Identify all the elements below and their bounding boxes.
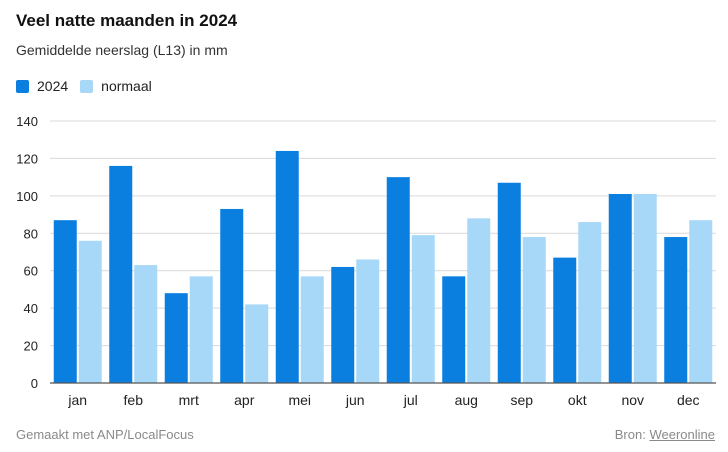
bar-2024-jun [331, 266, 355, 383]
bar-2024-jan [53, 220, 77, 383]
bar-2024-apr [220, 208, 244, 383]
bar-2024-feb [109, 165, 133, 383]
x-tick-label: feb [124, 392, 144, 408]
x-tick-label: apr [234, 392, 255, 408]
legend-label-2024: 2024 [37, 78, 69, 94]
bar-normaal-aug [467, 218, 491, 383]
x-tick-label: dec [677, 392, 700, 408]
bar-2024-aug [442, 276, 466, 383]
bar-2024-dec [664, 237, 688, 383]
bar-2024-jul [386, 177, 410, 383]
legend-item-normaal: normaal [80, 78, 152, 94]
y-tick-label: 120 [16, 151, 38, 166]
footer-source: Bron: Weeronline [615, 427, 715, 442]
legend-label-normaal: normaal [101, 78, 152, 94]
source-link[interactable]: Weeronline [649, 427, 715, 442]
bar-normaal-jul [411, 235, 435, 383]
bar-normaal-mei [300, 276, 324, 383]
bar-normaal-jun [356, 259, 380, 383]
bar-2024-mrt [164, 293, 188, 383]
y-tick-label: 100 [16, 189, 38, 204]
y-tick-label: 140 [16, 114, 38, 129]
x-tick-label: jul [403, 392, 418, 408]
y-tick-label: 40 [24, 301, 38, 316]
bar-normaal-okt [578, 222, 602, 383]
legend: 2024 normaal [16, 78, 164, 94]
y-tick-label: 20 [24, 339, 38, 354]
x-tick-label: mei [288, 392, 311, 408]
bar-normaal-feb [134, 265, 158, 383]
x-tick-label: nov [621, 392, 644, 408]
legend-swatch-2024 [16, 79, 29, 93]
footer-made-with: Gemaakt met ANP/LocalFocus [16, 427, 194, 442]
bar-normaal-jan [78, 240, 102, 383]
x-tick-label: aug [455, 392, 478, 408]
x-tick-label: jan [67, 392, 87, 408]
x-tick-label: mrt [179, 392, 199, 408]
bar-chart: 0 20 40 60 80 100 120 140 jan feb mrt apr mei jun jul a… [16, 114, 716, 408]
bar-normaal-dec [689, 220, 713, 383]
y-tick-label: 60 [24, 264, 38, 279]
chart-subtitle: Gemiddelde neerslag (L13) in mm [16, 42, 228, 58]
bar-2024-mei [275, 150, 299, 383]
bar-2024-sep [497, 182, 521, 383]
legend-item-2024: 2024 [16, 78, 68, 94]
bar-normaal-mrt [189, 276, 213, 383]
y-tick-label: 80 [24, 226, 38, 241]
bar-2024-okt [553, 257, 577, 383]
x-tick-label: jun [345, 392, 365, 408]
source-prefix: Bron: [614, 427, 646, 442]
legend-swatch-normaal [80, 79, 94, 93]
y-tick-label: 0 [31, 376, 38, 391]
chart-title: Veel natte maanden in 2024 [16, 11, 238, 30]
bar-2024-nov [608, 193, 632, 383]
bar-normaal-sep [522, 237, 546, 383]
x-tick-label: okt [568, 392, 587, 408]
x-tick-label: sep [510, 392, 533, 408]
bar-normaal-apr [245, 304, 269, 383]
bar-normaal-nov [633, 193, 657, 383]
